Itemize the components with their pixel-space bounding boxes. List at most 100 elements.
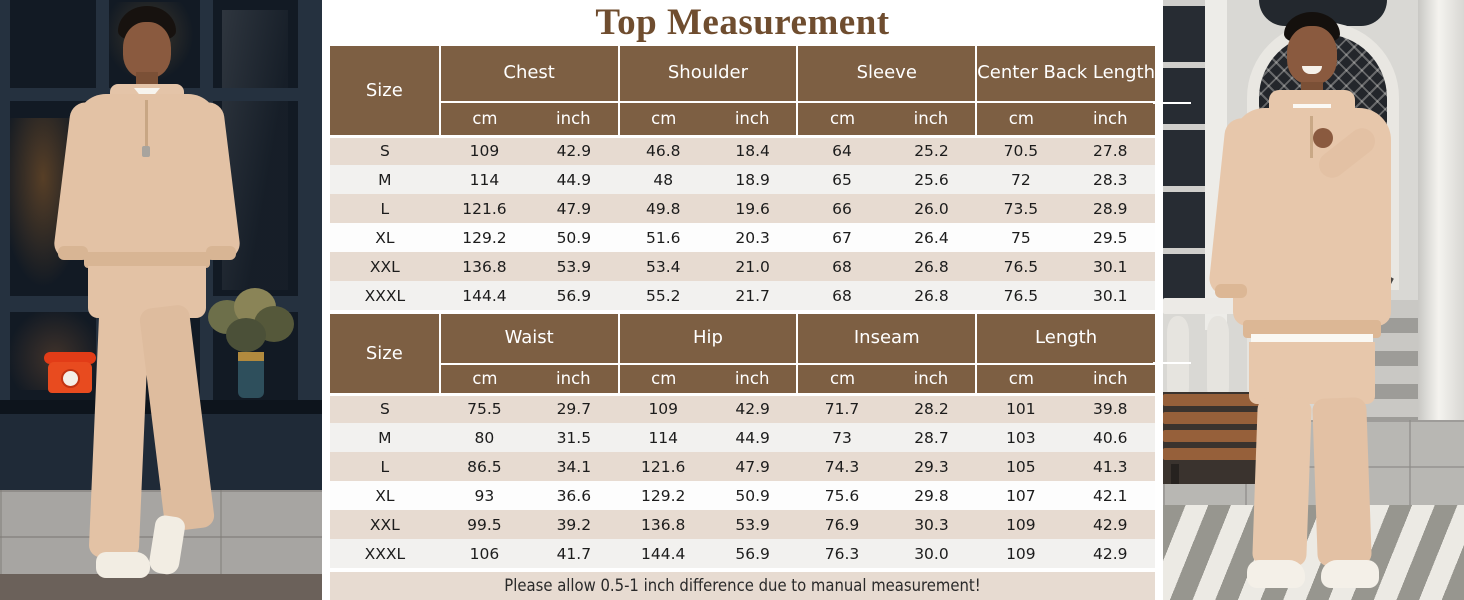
bottom-measurement-body: S 75.5 29.7 109 42.9 71.7 28.2 101 39.8 M 80 31.5 11… (330, 394, 1155, 568)
trousers (1249, 342, 1375, 404)
sneaker (1321, 560, 1379, 588)
window-frame-bar (298, 0, 322, 400)
measurement-cell: 53.4 (645, 257, 681, 276)
trouser-leg (1252, 397, 1312, 567)
measurement-cell: 30.3 (914, 515, 949, 534)
measurement-cell: 39.2 (556, 515, 592, 534)
measurement-cell: 29.8 (914, 486, 949, 505)
measurement-cell: 109 (469, 142, 500, 161)
measurement-cell: 144.4 (641, 544, 686, 563)
red-telephone (42, 352, 98, 394)
measurement-cell: 55.2 (645, 286, 681, 305)
size-cell: L (380, 199, 390, 218)
measurement-cell: 51.6 (645, 228, 681, 247)
measurement-cell: 67 (832, 228, 852, 247)
measurement-cell: 25.6 (914, 170, 949, 189)
table-row: XL 93 36.6 129.2 50.9 75.6 29.8 107 42.1 (330, 481, 1155, 510)
unit-header-inch: inch (529, 364, 619, 396)
measurement-cell: 28.2 (914, 400, 949, 419)
unit-header-inch: inch (707, 102, 798, 138)
measurement-cell: 31.5 (556, 428, 592, 447)
flower-bouquet (208, 288, 296, 358)
measurement-cell: 136.8 (462, 257, 507, 276)
model-figure-right (1163, 0, 1464, 600)
measurement-cell: 106 (469, 544, 500, 563)
measurement-cell: 26.8 (914, 286, 949, 305)
trouser-leg (138, 303, 216, 533)
measurement-cell: 73.5 (1003, 199, 1039, 218)
unit-header-inch: inch (707, 364, 798, 396)
measurement-cell: 49.8 (645, 199, 681, 218)
measurement-cell: 34.1 (556, 457, 592, 476)
table-row: XXXL 144.4 56.9 55.2 21.7 68 26.8 76.5 30.1 (330, 281, 1155, 310)
measurement-cell: 103 (1006, 428, 1036, 447)
pullover-hem (1243, 320, 1381, 338)
measurement-cell: 44.9 (735, 428, 770, 447)
measurement-cell: 86.5 (467, 457, 502, 476)
measurement-cell: 30.1 (1093, 286, 1128, 305)
flower-vase (238, 352, 264, 398)
measurement-cell: 29.5 (1093, 228, 1128, 247)
measurement-cell: 101 (1006, 400, 1036, 419)
measurement-cell: 121.6 (641, 457, 686, 476)
unit-header-inch: inch (1065, 102, 1155, 138)
column-header-waist: Waist (439, 314, 620, 365)
table-row: L 121.6 47.9 49.8 19.6 66 26.0 73.5 28.9 (330, 194, 1155, 223)
measurement-cell: 109 (648, 400, 679, 419)
measurement-cell: 41.7 (556, 544, 592, 563)
baluster (1207, 316, 1229, 400)
model-hand (1313, 128, 1333, 148)
column-header-size: Size (330, 46, 441, 138)
table-row: XXXL 106 41.7 144.4 56.9 76.3 30.0 109 42.9 (330, 539, 1155, 568)
table-row: M 114 44.9 48 18.9 65 25.6 72 28.3 (330, 165, 1155, 194)
right-model-photo (1163, 0, 1464, 600)
measurement-cell: 76.9 (824, 515, 860, 534)
measurement-cell: 30.0 (914, 544, 949, 563)
model-smile (1302, 66, 1322, 74)
measurement-note: Please allow 0.5-1 inch difference due t… (330, 572, 1155, 600)
column-header-inseam: Inseam (797, 314, 978, 365)
measurement-cell: 99.5 (467, 515, 502, 534)
measurement-cell: 47.9 (556, 199, 592, 218)
measurement-cell: 75.5 (467, 400, 502, 419)
measurement-cell: 76.5 (1003, 257, 1039, 276)
left-model-photo (0, 0, 322, 600)
measurement-cell: 21.7 (735, 286, 770, 305)
sleeve-cuff (1215, 284, 1247, 298)
size-cell: XXL (369, 257, 400, 276)
measurement-cell: 46.8 (645, 142, 681, 161)
measurement-cell: 48 (653, 170, 674, 189)
measurement-cell: 64 (832, 142, 852, 161)
measurement-cell: 70.5 (1003, 142, 1039, 161)
header-divider-extension (1153, 102, 1191, 104)
baluster (1167, 316, 1189, 400)
column-header-sleeve: Sleeve (797, 46, 978, 103)
measurement-cell: 28.9 (1093, 199, 1128, 218)
top-measurement-body: S 109 42.9 46.8 18.4 64 25.2 70.5 27.8 M 114 44.9 48… (330, 136, 1155, 310)
table-row: L 86.5 34.1 121.6 47.9 74.3 29.3 105 41.3 (330, 452, 1155, 481)
zipper-pull (142, 146, 150, 157)
measurement-cell: 47.9 (735, 457, 770, 476)
table-row: S 75.5 29.7 109 42.9 71.7 28.2 101 39.8 (330, 394, 1155, 423)
measurement-cell: 66 (832, 199, 852, 218)
size-cell: S (379, 142, 390, 161)
measurement-panel: Top Measurement Size Chest Shoulder Slee… (330, 0, 1155, 600)
unit-header-cm: cm (975, 364, 1066, 396)
unit-header-inch: inch (1065, 364, 1155, 396)
measurement-cell: 75.6 (824, 486, 860, 505)
measurement-cell: 129.2 (462, 228, 507, 247)
measurement-cell: 56.9 (556, 286, 592, 305)
unit-header-cm: cm (617, 102, 708, 138)
measurement-cell: 20.3 (735, 228, 770, 247)
measurement-cell: 42.1 (1093, 486, 1128, 505)
measurement-cell: 44.9 (556, 170, 592, 189)
measurement-cell: 144.4 (462, 286, 507, 305)
measurement-cell: 109 (1006, 544, 1036, 563)
model-face (123, 22, 171, 78)
measurement-cell: 28.7 (914, 428, 949, 447)
zipper (1310, 116, 1313, 158)
size-cell: XXXL (364, 286, 406, 305)
unit-header-cm: cm (975, 102, 1066, 138)
measurement-cell: 42.9 (735, 400, 770, 419)
unit-header-cm: cm (438, 102, 530, 138)
